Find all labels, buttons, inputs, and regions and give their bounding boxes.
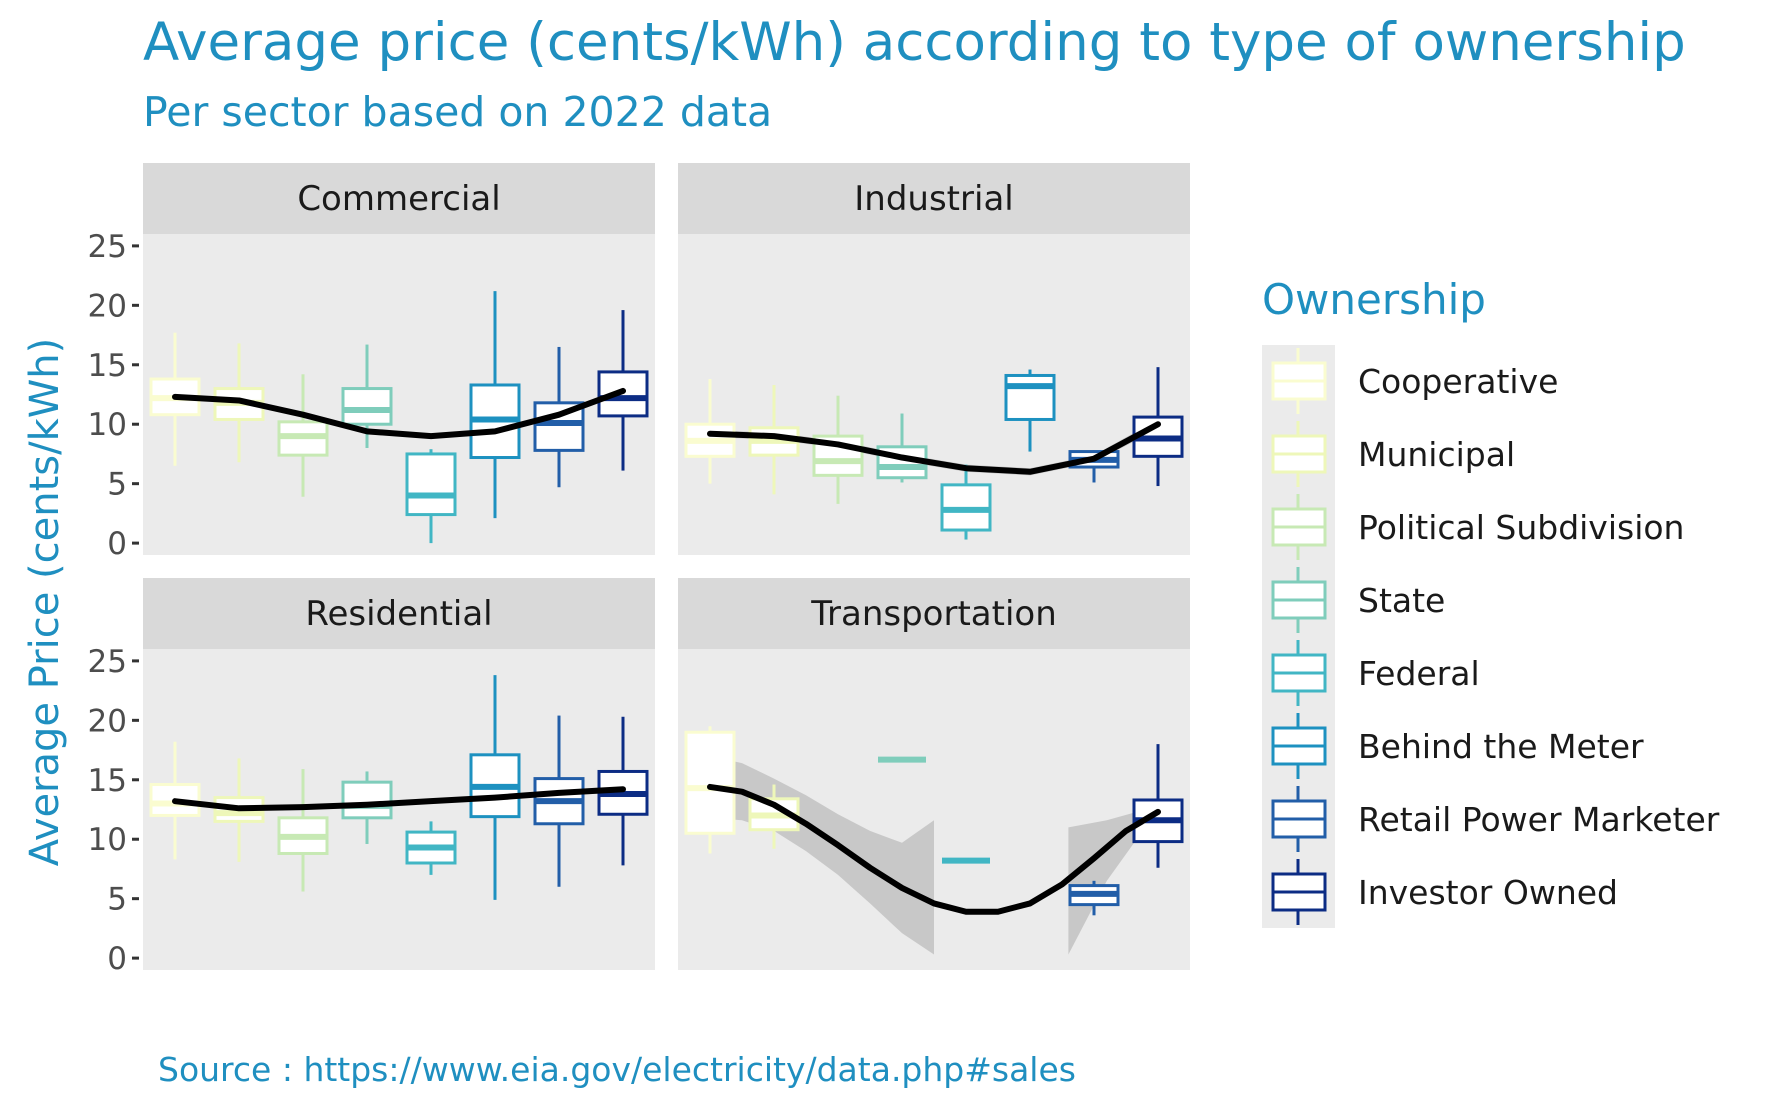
box-body — [341, 780, 393, 820]
legend-label: Municipal — [1358, 435, 1515, 474]
panel-residential: Residential 0 5 10 15 20 25 — [88, 578, 655, 977]
panel-commercial: Commercial 0 5 10 15 20 25 — [88, 163, 655, 562]
legend-title: Ownership — [1262, 275, 1486, 324]
box-federal — [405, 449, 457, 544]
y-tick-label: 20 — [88, 288, 127, 324]
box-behind-the-meter — [1004, 369, 1056, 452]
chart-title: Average price (cents/kWh) according to t… — [143, 12, 1686, 73]
panel-strip — [678, 578, 1190, 649]
box-body — [1004, 373, 1056, 421]
box-retail-power-marketer — [1068, 880, 1120, 916]
legend-label: Cooperative — [1358, 362, 1558, 401]
box-investor-owned — [597, 716, 649, 866]
chart-subtitle: Per sector based on 2022 data — [143, 88, 773, 136]
legend-label: Federal — [1358, 654, 1480, 693]
y-tick-label: 5 — [107, 467, 127, 503]
y-tick-label: 5 — [107, 882, 127, 918]
chart-caption: Source : https://www.eia.gov/electricity… — [158, 1050, 1076, 1089]
legend-item-cooperative: Cooperative — [1271, 348, 1558, 414]
box-federal — [940, 464, 992, 540]
panel-strip — [678, 163, 1190, 234]
smooth-line — [707, 421, 1161, 475]
y-tick-label: 0 — [107, 941, 127, 977]
smooth-line — [707, 783, 1161, 915]
panel-background — [678, 234, 1190, 555]
box-federal — [405, 821, 457, 875]
legend-label: Investor Owned — [1358, 873, 1618, 912]
legend-item-federal: Federal — [1271, 640, 1480, 706]
y-tick-label: 15 — [88, 763, 127, 799]
panel-strip-label: Transportation — [810, 594, 1057, 634]
legend-item-investor-owned: Investor Owned — [1271, 859, 1618, 925]
legend-label: State — [1358, 581, 1445, 620]
panel-strip — [143, 578, 655, 649]
panel-industrial: Industrial — [678, 163, 1190, 555]
box-retail-power-marketer — [533, 346, 585, 488]
box-body — [684, 730, 736, 835]
y-tick-label: 10 — [88, 822, 127, 858]
panel-strip-label: Residential — [305, 594, 492, 634]
y-tick-label: 25 — [88, 644, 127, 680]
legend-label: Retail Power Marketer — [1358, 800, 1720, 839]
confidence-band — [1068, 807, 1158, 955]
box-retail-power-marketer — [533, 715, 585, 887]
box-behind-the-meter — [469, 675, 521, 900]
legend-label: Behind the Meter — [1358, 727, 1644, 766]
y-tick-label: 15 — [88, 348, 127, 384]
legend-item-municipal: Municipal — [1271, 421, 1515, 487]
y-tick-label: 20 — [88, 703, 127, 739]
legend: Ownership Cooperative Municipal Political S… — [1262, 275, 1720, 928]
y-tick-label: 0 — [107, 526, 127, 562]
panel-strip — [143, 163, 655, 234]
y-axis-title: Average Price (cents/kWh) — [22, 338, 68, 867]
legend-item-behind-the-meter: Behind the Meter — [1271, 713, 1644, 779]
legend-item-retail-power-marketer: Retail Power Marketer — [1271, 786, 1720, 852]
legend-item-state: State — [1271, 567, 1445, 633]
box-behind-the-meter — [469, 291, 521, 519]
y-tick-label: 10 — [88, 407, 127, 443]
y-tick-label: 25 — [88, 229, 127, 265]
panel-strip-label: Industrial — [854, 179, 1013, 219]
box-municipal — [748, 384, 800, 495]
box-body — [341, 387, 393, 426]
panel-transportation: Transportation — [678, 578, 1190, 970]
box-cooperative — [684, 379, 736, 484]
smooth-line — [172, 786, 626, 812]
box-body — [405, 452, 457, 517]
panel-strip-label: Commercial — [297, 179, 500, 219]
box-political-subdivision — [277, 374, 329, 497]
legend-item-political-subdivision: Political Subdivision — [1271, 494, 1684, 560]
box-state — [341, 344, 393, 448]
legend-label: Political Subdivision — [1358, 508, 1684, 547]
smooth-line — [172, 387, 626, 440]
